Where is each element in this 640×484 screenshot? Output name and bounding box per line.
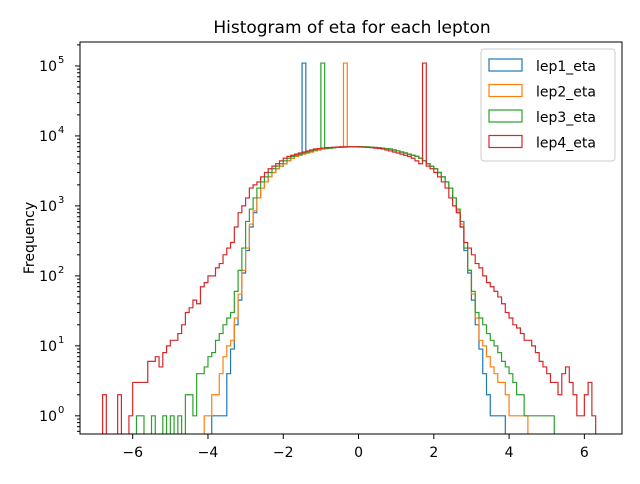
series-lep1_eta xyxy=(211,62,506,434)
y-tick-exponent: 5 xyxy=(58,55,64,66)
legend-label: lep3_eta xyxy=(536,110,596,126)
x-tick-label: 4 xyxy=(505,445,514,461)
y-tick-label: 10 xyxy=(39,59,57,75)
legend-swatch xyxy=(488,134,523,149)
chart-title: Histogram of eta for each lepton xyxy=(213,18,490,38)
x-tick-label: −6 xyxy=(122,445,143,461)
legend-swatch xyxy=(488,83,523,98)
series-lep4_eta xyxy=(101,62,597,434)
legend-swatch xyxy=(488,109,523,123)
legend: lep1_eta lep2_eta lep3_eta lep4_eta xyxy=(480,48,616,162)
x-tick-label: 2 xyxy=(429,445,438,461)
x-tick-label: 6 xyxy=(580,445,589,461)
y-tick-label: 10 xyxy=(39,129,57,145)
legend-box xyxy=(480,48,616,162)
x-tick-label: 0 xyxy=(354,445,363,461)
legend-label: lep1_eta xyxy=(536,59,596,75)
legend-label: lep2_eta xyxy=(536,85,596,101)
x-tick-label: −2 xyxy=(273,445,294,461)
y-tick-label: 10 xyxy=(39,199,57,215)
y-tick-label: 10 xyxy=(39,409,57,425)
y-tick-exponent: 4 xyxy=(58,125,64,136)
y-tick-exponent: 3 xyxy=(58,195,64,206)
legend-swatch xyxy=(488,58,523,72)
y-tick-exponent: 0 xyxy=(58,405,64,416)
y-tick-exponent: 2 xyxy=(58,265,64,276)
legend-label: lep4_eta xyxy=(536,136,596,152)
y-tick-label: 10 xyxy=(39,339,57,355)
y-tick-exponent: 1 xyxy=(58,335,64,346)
plot-area xyxy=(101,62,597,434)
axes-frame xyxy=(79,41,623,435)
y-tick-label: 10 xyxy=(39,269,57,285)
x-tick-label: −4 xyxy=(198,445,219,461)
y-axis-label: Frequency xyxy=(22,202,38,274)
